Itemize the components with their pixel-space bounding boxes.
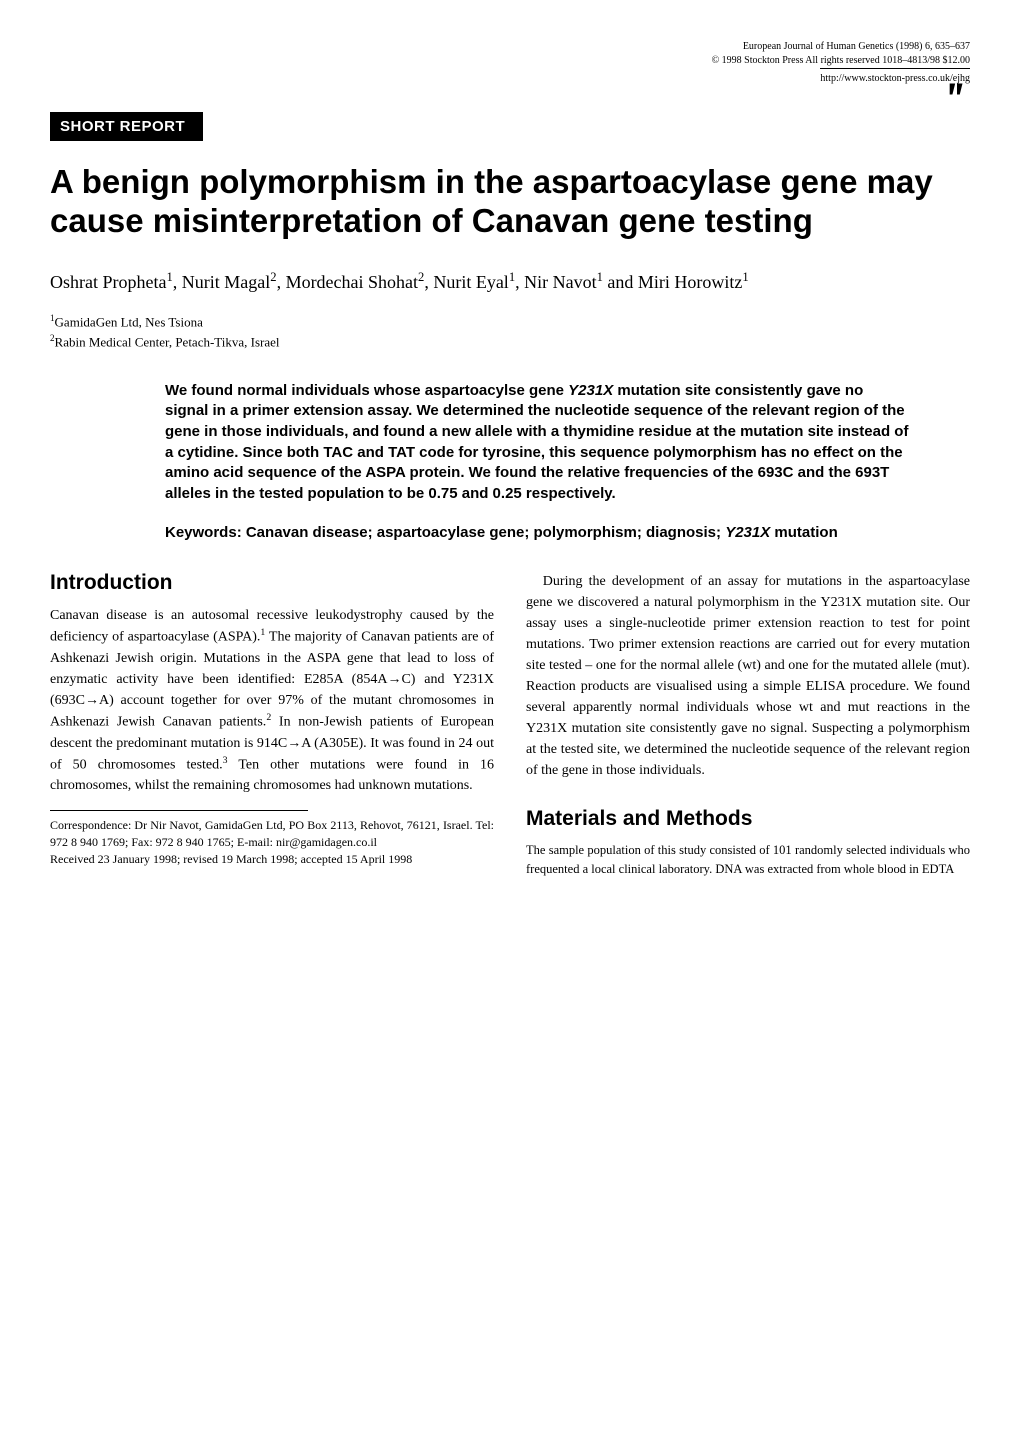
publisher-logo-icon	[946, 78, 968, 106]
abstract-block: We found normal individuals whose aspart…	[165, 381, 910, 544]
copyright-line: © 1998 Stockton Press All rights reserve…	[50, 54, 970, 68]
keywords: Keywords: Canavan disease; aspartoacylas…	[165, 523, 910, 544]
correspondence-rule	[50, 810, 308, 811]
journal-line: European Journal of Human Genetics (1998…	[50, 40, 970, 54]
correspondence-line-1: Correspondence: Dr Nir Navot, GamidaGen …	[50, 817, 494, 851]
article-title: A benign polymorphism in the aspartoacyl…	[50, 163, 970, 241]
intro-paragraph-2: During the development of an assay for m…	[526, 571, 970, 781]
right-column: During the development of an assay for m…	[526, 571, 970, 889]
section-label: SHORT REPORT	[50, 112, 203, 141]
authors-line: Oshrat Propheta1, Nurit Magal2, Mordecha…	[50, 269, 970, 294]
affiliation-1-text: GamidaGen Ltd, Nes Tsiona	[55, 315, 203, 330]
introduction-heading: Introduction	[50, 571, 494, 595]
intro-paragraph-1: Canavan disease is an autosomal recessiv…	[50, 605, 494, 796]
methods-paragraph-1: The sample population of this study cons…	[526, 841, 970, 879]
affiliation-2: 2Rabin Medical Center, Petach-Tikva, Isr…	[50, 332, 970, 352]
left-column: Introduction Canavan disease is an autos…	[50, 571, 494, 889]
abstract-text: We found normal individuals whose aspart…	[165, 381, 910, 505]
affiliation-1: 1GamidaGen Ltd, Nes Tsiona	[50, 312, 970, 332]
affiliations: 1GamidaGen Ltd, Nes Tsiona 2Rabin Medica…	[50, 312, 970, 352]
journal-header: European Journal of Human Genetics (1998…	[50, 40, 970, 86]
two-column-layout: Introduction Canavan disease is an autos…	[50, 571, 970, 889]
correspondence-line-2: Received 23 January 1998; revised 19 Mar…	[50, 851, 494, 868]
methods-heading: Materials and Methods	[526, 807, 970, 831]
affiliation-2-text: Rabin Medical Center, Petach-Tikva, Isra…	[55, 335, 280, 350]
